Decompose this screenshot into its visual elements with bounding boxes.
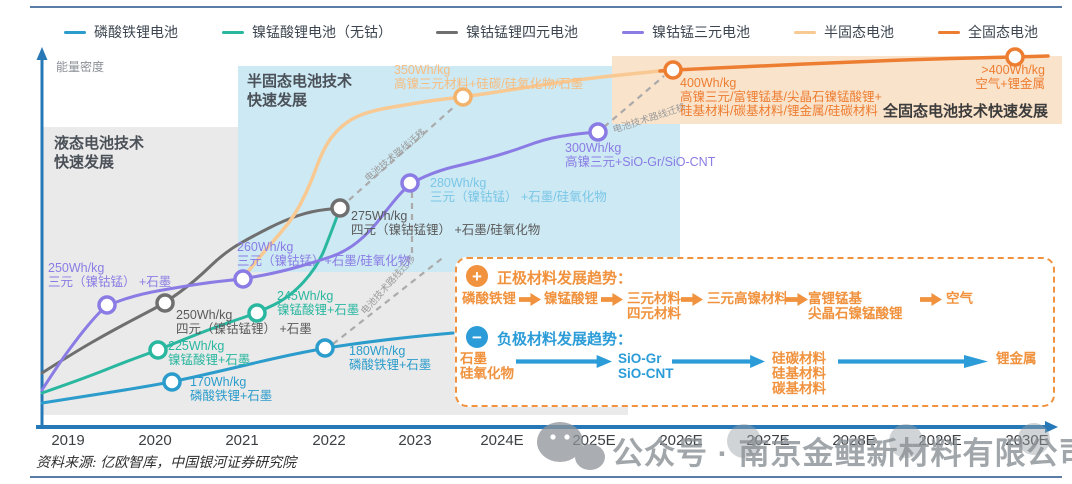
- region-label-solid: 全固态电池技术快速发展: [882, 103, 1048, 120]
- x-tick-label: 2020: [138, 432, 172, 449]
- legend-item: 全固态电池: [938, 22, 1038, 42]
- region-label-semi: 半固态电池技术 快速发展: [247, 73, 353, 109]
- x-tick-label: 2030E: [1005, 432, 1049, 449]
- legend-item: 镍钴锰锂四元电池: [436, 22, 578, 42]
- legend-label: 半固态电池: [824, 24, 894, 40]
- x-tick-label: 2021: [225, 432, 259, 449]
- legend-color-dash: [64, 30, 86, 34]
- anode-trend-title: 负极材料发展趋势：: [497, 331, 633, 348]
- legend-label: 全固态电池: [968, 24, 1038, 40]
- x-tick-label: 2027E: [746, 432, 790, 449]
- material-item: 三元材料 四元材料: [627, 291, 681, 321]
- region-label-liquid: 液态电池技术 快速发展: [54, 135, 145, 171]
- legend-item: 镍钴锰三元电池: [622, 22, 750, 42]
- legend-color-dash: [436, 30, 458, 34]
- material-item: 镍锰酸锂: [544, 291, 598, 306]
- legend-label: 镍锰酸锂电池（无钴）: [252, 24, 392, 40]
- cathode-trend-title: 正极材料发展趋势：: [497, 270, 633, 287]
- legend-label: 镍钴锰锂四元电池: [466, 24, 578, 40]
- minus-icon: −: [466, 326, 488, 348]
- top-divider: [30, 6, 1062, 8]
- material-item: 空气: [946, 291, 973, 306]
- legend-color-dash: [622, 30, 644, 34]
- x-tick-label: 2022: [312, 432, 346, 449]
- material-item: 磷酸铁锂: [462, 291, 516, 306]
- x-tick-label: 2025E: [572, 432, 616, 449]
- legend-item: 半固态电池: [794, 22, 894, 42]
- material-item: 石墨 硅氧化物: [460, 351, 514, 381]
- legend-color-dash: [222, 30, 244, 34]
- x-tick-label: 2024E: [480, 432, 524, 449]
- material-item: 硅碳材料 硅基材料 碳基材料: [772, 351, 826, 396]
- legend: 磷酸铁锂电池 镍锰酸锂电池（无钴） 镍钴锰锂四元电池 镍钴锰三元电池 半固态电池 全固态电…: [40, 22, 1062, 42]
- x-tick-label: 2023: [398, 432, 432, 449]
- legend-color-dash: [794, 30, 816, 34]
- material-item: 三元高镍材料: [707, 291, 788, 306]
- material-item: SiO-Gr SiO-CNT: [618, 351, 674, 381]
- legend-item: 磷酸铁锂电池: [64, 22, 178, 42]
- legend-label: 磷酸铁锂电池: [94, 24, 178, 40]
- legend-color-dash: [938, 30, 960, 34]
- x-tick-label: 2029E: [918, 432, 962, 449]
- bottom-divider: [30, 476, 1062, 478]
- legend-item: 镍锰酸锂电池（无钴）: [222, 22, 392, 42]
- x-tick-label: 2028E: [832, 432, 876, 449]
- y-axis-label: 能量密度: [56, 60, 105, 74]
- material-item: 富锂锰基 尖晶石镍锰酸锂: [808, 291, 903, 321]
- x-tick-label: 2019: [51, 432, 85, 449]
- plus-icon: +: [466, 265, 488, 287]
- x-tick-label: 2026E: [659, 432, 703, 449]
- material-item: 锂金属: [996, 351, 1037, 366]
- legend-label: 镍钴锰三元电池: [652, 24, 750, 40]
- source-note: 资料来源: 亿欧智库，中国银河证券研究院: [36, 456, 297, 471]
